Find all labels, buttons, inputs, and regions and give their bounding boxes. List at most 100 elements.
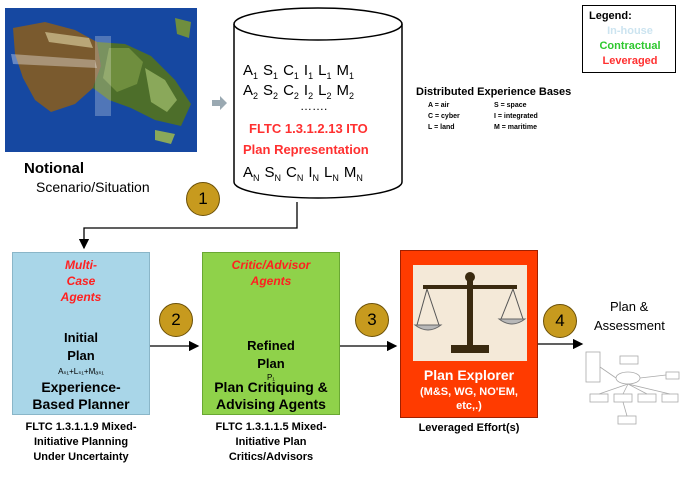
db-term: MN [343,164,363,183]
db-term: AN [243,164,260,183]
critic-label-l1: Critic/Advisor [231,258,311,272]
label-line-1: Multi- [65,258,97,272]
db-term-letter: I [308,164,313,181]
critic-label-l2: Agents [250,274,292,288]
experience-database-cylinder [233,7,403,199]
db-term-letter: A [243,62,254,79]
db-term-subscript: 2 [326,91,332,101]
key-space: S = space [494,102,527,109]
db-term-subscript: 1 [326,71,332,81]
db-term-letter: I [303,62,309,79]
db-term-subscript: N [253,173,260,183]
db-term-letter: L [318,62,327,79]
db-fltc-label: FLTC 1.3.1.2.13 ITO [249,121,368,136]
db-term: I2 [303,82,314,101]
db-term: A1 [243,62,259,81]
db-term-letter: L [318,82,327,99]
plan-explorer-tools-l1: (M&S, WG, NO'EM, [420,386,518,398]
legend-leveraged: Leveraged [602,55,658,67]
db-term-letter: S [264,164,275,181]
db-term-letter: A [243,164,254,181]
db-plan-representation: Plan Representation [243,142,369,157]
db-term-subscript: N [332,173,339,183]
initial-plan-formula: Aₛ₁+Lₛ₁+Mₐₛ₁ [58,367,104,376]
db-term: I1 [303,62,314,81]
db-term: M2 [336,82,354,101]
output-line-1: Plan & [610,299,649,314]
db-term-subscript: 2 [308,91,314,101]
db-term-letter: S [263,62,274,79]
db-term: L2 [318,82,332,101]
distributed-experience-title: Distributed Experience Bases [416,86,572,98]
refined-plan-label: Refined Plan [203,337,339,373]
planner-title-l2: Based Planner [32,396,130,412]
db-term: CN [286,164,304,183]
legend-in-house: In-house [607,25,653,37]
step-3-badge: 3 [355,303,389,337]
explorer-caption: Leveraged Effort(s) [418,422,520,434]
initial-plan-l1: Initial [64,330,98,345]
output-line-2: Assessment [594,318,665,333]
step-2-badge: 2 [159,303,193,337]
map-to-db-arrow [212,96,227,110]
db-term-subscript: 1 [273,71,279,81]
db-term: L1 [318,62,332,81]
db-term-letter: M [336,62,349,79]
critiquing-title-l2: Advising Agents [216,396,326,412]
db-term-subscript: 2 [293,91,299,101]
db-term-subscript: 2 [273,91,279,101]
db-term-letter: S [263,82,274,99]
legend-contractual: Contractual [599,40,661,52]
critiquing-caption-l1: FLTC 1.3.1.1.5 Mixed- [215,421,327,433]
key-cyber: C = cyber [428,113,460,120]
critiquing-caption-l2: Initiative Plan [235,436,307,448]
key-air: A = air [428,102,450,109]
scenario-notional: Notional [24,160,84,177]
legend-title: Legend: [589,10,632,22]
db-term-letter: C [286,164,297,181]
label-line-3: Agents [60,290,102,304]
plan-explorer-tools: (M&S, WG, NO'EM, etc,.) [401,385,537,413]
planner-caption-l3: Under Uncertainty [33,451,129,463]
db-term-subscript: 1 [253,71,259,81]
db-term-letter: M [343,164,357,181]
critiquing-caption: FLTC 1.3.1.1.5 Mixed- Initiative Plan Cr… [194,420,348,465]
db-term-letter: A [243,82,254,99]
db-term-subscript: N [356,173,363,183]
db-term: IN [308,164,320,183]
db-term: C1 [283,62,299,81]
refined-plan-l2: Plan [257,356,285,371]
db-ellipsis: ……. [300,99,328,113]
step-4-badge: 4 [543,304,577,338]
critiquing-title-l1: Plan Critiquing & [214,379,328,395]
critic-advisor-agents-label: Critic/Advisor Agents [203,257,339,289]
initial-plan-label: Initial Plan [13,329,149,365]
planner-caption-l1: FLTC 1.3.1.1.9 Mixed- [25,421,137,433]
critiquing-title: Plan Critiquing & Advising Agents [203,379,339,413]
plan-explorer-box: Plan Explorer (M&S, WG, NO'EM, etc,.) [400,250,538,418]
db-term-subscript: N [274,173,282,183]
db-term-subscript: N [312,173,320,183]
planner-caption: FLTC 1.3.1.1.9 Mixed- Initiative Plannin… [4,420,158,465]
key-integrated: I = integrated [494,113,538,120]
db-term: C2 [283,82,299,101]
key-maritime: M = maritime [494,124,537,131]
balance-scale-icon [413,265,527,361]
db-term-subscript: N [296,173,304,183]
db-term-letter: C [283,62,294,79]
key-land: L = land [428,124,455,131]
multi-case-agents-label: Multi- Case Agents [13,257,149,305]
db-term: LN [324,164,339,183]
db-term-letter: L [324,164,333,181]
db-term-letter: C [283,82,294,99]
db-term-subscript: 1 [308,71,314,81]
db-row-2: A2 S2 C2 I2 L2 M2 [243,82,359,105]
db-term-subscript: 2 [253,91,259,101]
db-term-letter: M [336,82,349,99]
db-term: SN [264,164,282,183]
plan-assessment-diagram-icon [585,351,680,425]
planner-title-l1: Experience- [41,379,121,395]
plan-critiquing-box: Critic/Advisor Agents Refined Plan P₁ Pl… [202,252,340,415]
db-term-letter: I [303,82,309,99]
